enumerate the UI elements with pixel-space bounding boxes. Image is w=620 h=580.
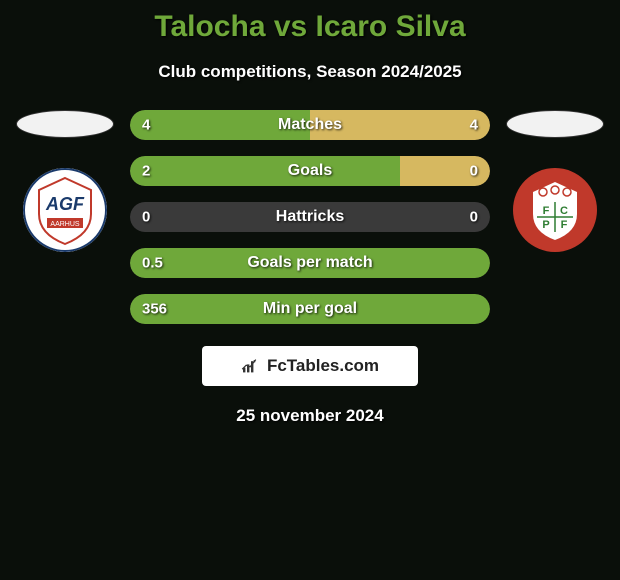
stat-value-left: 0.5 [142,255,163,272]
svg-text:F: F [561,219,568,231]
right-flag [506,110,604,138]
stat-value-left: 2 [142,163,150,180]
branding-box[interactable]: FcTables.com [202,346,418,386]
stat-label: Goals [288,162,332,180]
stat-value-left: 4 [142,117,150,134]
subtitle: Club competitions, Season 2024/2025 [0,62,620,82]
stat-label: Goals per match [247,254,372,272]
stat-value-left: 356 [142,301,167,318]
branding-text: FcTables.com [267,356,379,376]
left-badge-sub: AARHUS [50,221,80,228]
main-row: AGF AARHUS 4 4 Matches 2 0 Goals 0 0 Hattricks 0.… [0,110,620,324]
date-text: 25 november 2024 [0,406,620,426]
left-badge-svg: AGF AARHUS [23,168,107,252]
right-column: F C P F [500,110,610,252]
stats-bars: 4 4 Matches 2 0 Goals 0 0 Hattricks 0.5 Goals per … [130,110,490,324]
bar-left [130,156,400,186]
right-badge-svg: F C P F [513,168,597,252]
svg-text:P: P [542,219,549,231]
left-badge-text: AGF [45,194,85,214]
svg-text:C: C [560,205,568,217]
stat-row: 0.5 Goals per match [130,248,490,278]
stat-value-right: 0 [470,163,478,180]
stat-row: 356 Min per goal [130,294,490,324]
stat-row: 2 0 Goals [130,156,490,186]
stat-row: 4 4 Matches [130,110,490,140]
comparison-card: Talocha vs Icaro Silva Club competitions… [0,0,620,426]
left-column: AGF AARHUS [10,110,120,252]
chart-icon [241,358,261,374]
svg-text:F: F [543,205,550,217]
left-flag [16,110,114,138]
stat-value-left: 0 [142,209,150,226]
stat-label: Hattricks [276,208,344,226]
left-team-badge: AGF AARHUS [23,168,107,252]
page-title: Talocha vs Icaro Silva [0,10,620,44]
stat-label: Matches [278,116,342,134]
stat-row: 0 0 Hattricks [130,202,490,232]
stat-value-right: 4 [470,117,478,134]
stat-label: Min per goal [263,300,357,318]
stat-value-right: 0 [470,209,478,226]
right-team-badge: F C P F [513,168,597,252]
